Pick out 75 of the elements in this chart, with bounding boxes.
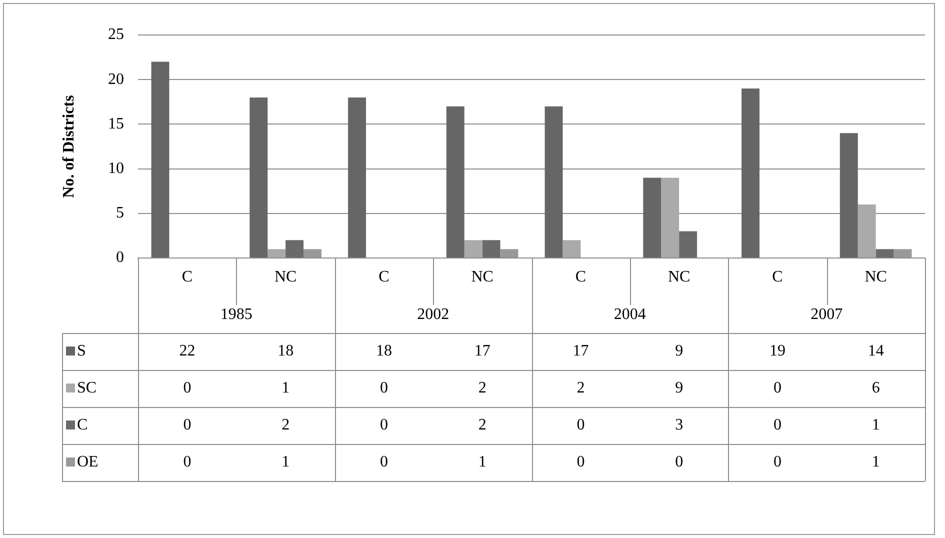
bar (286, 240, 304, 258)
bar (840, 133, 858, 258)
bar (348, 97, 366, 258)
y-tick-label: 5 (116, 204, 124, 222)
data-label: 17 (572, 342, 589, 360)
data-label: 0 (576, 454, 585, 471)
legend-label: S (77, 342, 86, 360)
data-label: 0 (773, 380, 782, 397)
data-label: 2 (576, 380, 585, 397)
data-label: 0 (183, 454, 192, 471)
bar (562, 240, 581, 258)
data-label: 1 (872, 416, 880, 434)
data-label: 0 (380, 416, 388, 434)
x-tick-label: NC (471, 268, 494, 286)
data-label: 0 (183, 416, 192, 434)
data-label: 0 (380, 380, 388, 397)
x-tick-label: C (772, 268, 783, 286)
text: 2004 (614, 306, 646, 324)
bar (268, 249, 286, 258)
data-label: 17 (474, 342, 490, 360)
data-label: 0 (773, 416, 782, 434)
data-label: 9 (675, 380, 684, 397)
data-label: 1 (478, 454, 486, 471)
data-label: 19 (769, 342, 786, 360)
data-label: 2 (478, 416, 486, 434)
bar (661, 178, 680, 258)
text: 2002 (417, 306, 450, 324)
data-label: 14 (868, 342, 884, 360)
data-label: 6 (872, 380, 880, 397)
bar (544, 106, 563, 258)
bar (876, 249, 894, 258)
y-tick-label: 20 (108, 70, 124, 88)
y-tick-label: 10 (108, 160, 124, 178)
x-tick-label: NC (668, 268, 690, 286)
data-label: 2 (282, 416, 290, 434)
y-tick-label: 25 (108, 26, 124, 44)
data-label: 1 (872, 454, 880, 471)
bar (482, 240, 500, 258)
data-label: 0 (380, 454, 388, 471)
text: 2007 (810, 306, 843, 324)
bar (742, 88, 760, 258)
data-label: 1 (282, 454, 290, 471)
y-tick-label: 15 (108, 115, 124, 132)
data-label: 0 (183, 380, 192, 397)
x-tick-label: C (378, 268, 390, 286)
bar (679, 231, 698, 258)
data-label: 3 (675, 416, 684, 434)
legend-label: SC (77, 380, 97, 397)
data-label: 22 (179, 342, 196, 360)
bar (151, 62, 170, 258)
legend-label: C (77, 416, 88, 434)
data-label: 0 (773, 454, 782, 471)
y-tick-label: 0 (116, 249, 124, 266)
bar (894, 249, 912, 258)
legend-label: OE (77, 454, 98, 471)
data-label: 0 (576, 416, 585, 434)
bar (250, 97, 268, 258)
bar (500, 249, 518, 258)
bar (446, 106, 464, 258)
x-tick-label: C (182, 268, 193, 286)
bar (858, 204, 876, 258)
data-label: 18 (278, 342, 294, 360)
data-label: 2 (478, 380, 486, 397)
x-tick-label: NC (274, 268, 297, 286)
bar (464, 240, 482, 258)
text: 1985 (220, 306, 252, 324)
data-label: 18 (376, 342, 392, 360)
y-axis-title: No. of Districts (60, 95, 78, 198)
x-tick-label: C (575, 268, 586, 286)
x-tick-label: NC (864, 268, 887, 286)
bar (304, 249, 322, 258)
bar (643, 178, 662, 258)
data-label: 9 (675, 342, 684, 360)
data-label: 0 (675, 454, 684, 471)
data-label: 1 (282, 380, 290, 397)
